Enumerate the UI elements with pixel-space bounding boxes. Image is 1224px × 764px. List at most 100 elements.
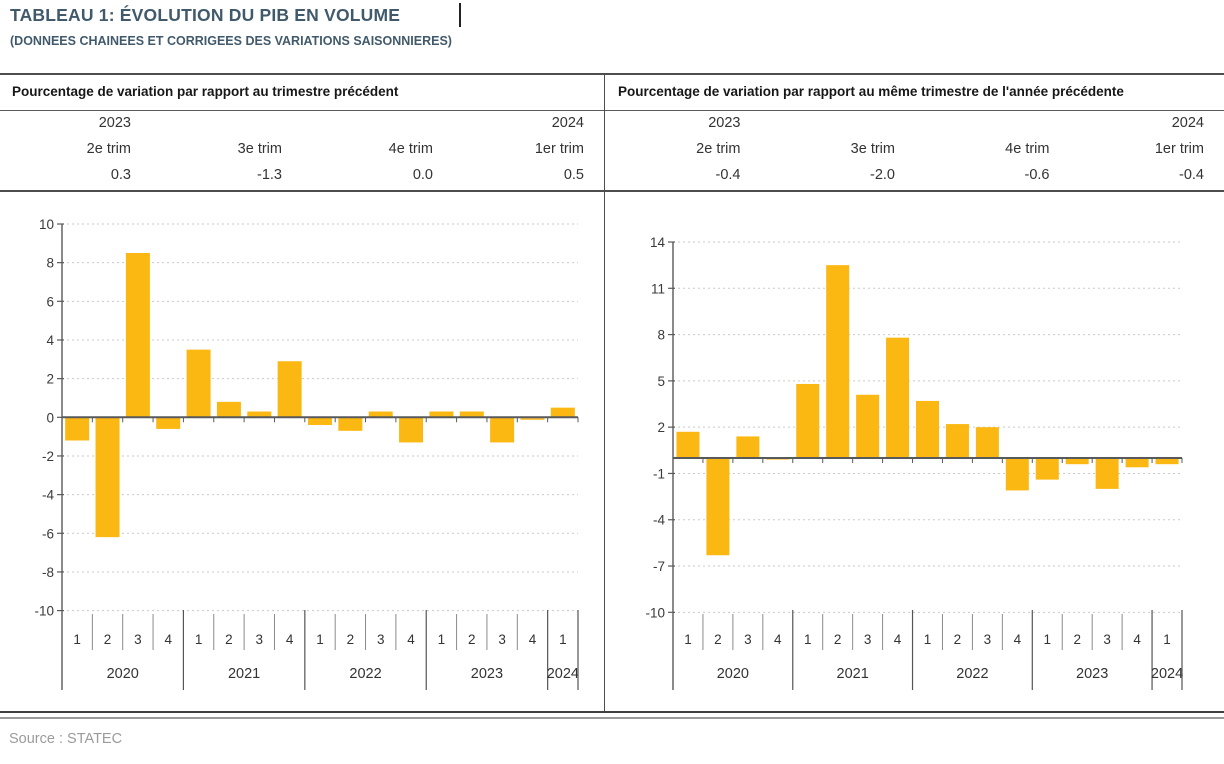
table-cell: 1er trim bbox=[534, 141, 584, 157]
rule-top bbox=[0, 73, 1224, 75]
x-quarter-label: 4 bbox=[286, 632, 294, 647]
x-year-label: 2021 bbox=[837, 666, 869, 682]
y-tick-label: 4 bbox=[46, 333, 54, 348]
x-year-label: 2020 bbox=[717, 666, 749, 682]
x-quarter-label: 3 bbox=[744, 632, 752, 647]
x-quarter-label: 1 bbox=[1044, 632, 1052, 647]
y-tick-label: -1 bbox=[653, 466, 665, 481]
x-quarter-label: 4 bbox=[774, 632, 782, 647]
bar-q8 bbox=[277, 361, 302, 418]
bar-q10 bbox=[945, 424, 969, 459]
summary-panel-yoy: Pourcentage de variation par rapport au … bbox=[606, 73, 1224, 190]
x-quarter-label: 4 bbox=[164, 632, 172, 647]
table-cell: -0.6 bbox=[1024, 167, 1050, 183]
y-tick-label: -6 bbox=[42, 526, 54, 541]
bar-q11 bbox=[368, 411, 393, 418]
x-quarter-label: 2 bbox=[954, 632, 962, 647]
y-tick-label: -10 bbox=[645, 605, 665, 620]
table-cell: 2024 bbox=[551, 115, 584, 131]
bar-q6 bbox=[216, 401, 241, 418]
x-year-label: 2023 bbox=[471, 666, 503, 682]
table-cell bbox=[151, 110, 302, 136]
x-quarter-label: 1 bbox=[316, 632, 324, 647]
bar-q12 bbox=[399, 417, 424, 443]
bar-chart-qoq: 10 8 6 4 2 0 -2 -4 -6 -8 -10 1 2 3 4 2020 1 2 3 4 2021 1 2 3 4 20… bbox=[34, 217, 579, 690]
bar-q16 bbox=[1125, 458, 1149, 468]
summary-panel-qoq: Pourcentage de variation par rapport au … bbox=[0, 73, 604, 190]
bar-q9 bbox=[308, 417, 332, 426]
table-cell bbox=[761, 110, 916, 136]
panel-divider bbox=[604, 73, 605, 713]
page-title: TABLEAU 1: ÉVOLUTION DU PIB EN VOLUME bbox=[10, 5, 401, 25]
y-tick-label: -4 bbox=[42, 488, 54, 503]
x-quarter-label: 1 bbox=[559, 632, 567, 647]
table-cell bbox=[915, 110, 1070, 136]
x-quarter-label: 1 bbox=[684, 632, 692, 647]
x-quarter-label: 3 bbox=[984, 632, 992, 647]
table-cell: 0.0 bbox=[412, 167, 433, 183]
bar-q10 bbox=[338, 417, 363, 431]
value-row: -0.4 -2.0 -0.6 -0.4 bbox=[606, 162, 1224, 188]
bar-q1 bbox=[676, 431, 700, 459]
x-quarter-label: 3 bbox=[864, 632, 872, 647]
x-quarter-label: 2 bbox=[104, 632, 112, 647]
bar-q15 bbox=[1095, 458, 1119, 489]
table-cell: 2e trim bbox=[86, 141, 131, 157]
bar-q2 bbox=[95, 417, 120, 538]
x-quarter-label: 2 bbox=[225, 632, 233, 647]
page-subtitle: (DONNEES CHAINEES ET CORRIGEES DES VARIA… bbox=[10, 34, 452, 48]
table-cell: 3e trim bbox=[237, 141, 282, 157]
bar-q12 bbox=[1005, 458, 1029, 491]
y-tick-label: -7 bbox=[653, 559, 665, 574]
x-year-label: 2021 bbox=[228, 666, 260, 682]
panel-header-yoy: Pourcentage de variation par rapport au … bbox=[618, 84, 1124, 99]
table-cell: -0.4 bbox=[715, 167, 741, 183]
bar-q6 bbox=[826, 265, 850, 459]
bar-q1 bbox=[65, 417, 90, 441]
bar-q14 bbox=[1065, 458, 1089, 465]
bar-q17 bbox=[550, 407, 575, 418]
y-tick-label: 5 bbox=[657, 374, 665, 389]
x-quarter-label: 3 bbox=[498, 632, 506, 647]
y-tick-label: -2 bbox=[42, 449, 54, 464]
x-quarter-label: 2 bbox=[1073, 632, 1081, 647]
x-year-label: 2023 bbox=[1076, 666, 1108, 682]
table-cell: 3e trim bbox=[850, 141, 895, 157]
y-tick-label: 6 bbox=[46, 294, 54, 309]
table-cell: -0.4 bbox=[1179, 167, 1204, 183]
y-tick-label: -10 bbox=[34, 604, 54, 619]
y-tick-label: 2 bbox=[657, 420, 665, 435]
bar-q8 bbox=[886, 337, 910, 459]
bar-q9 bbox=[916, 400, 939, 459]
y-tick-label: 11 bbox=[651, 281, 665, 296]
x-quarter-label: 1 bbox=[804, 632, 812, 647]
table-cell: 4e trim bbox=[1005, 141, 1050, 157]
x-quarter-label: 3 bbox=[1103, 632, 1111, 647]
bar-q3 bbox=[736, 436, 760, 459]
bar-q5 bbox=[186, 349, 211, 418]
year-row: 2023 2024 bbox=[0, 110, 604, 136]
y-tick-label: 8 bbox=[46, 256, 54, 271]
bar-q3 bbox=[125, 252, 150, 418]
panel-header-qoq: Pourcentage de variation par rapport au … bbox=[12, 84, 399, 99]
x-quarter-label: 4 bbox=[529, 632, 537, 647]
x-quarter-label: 3 bbox=[134, 632, 142, 647]
x-quarter-label: 1 bbox=[1163, 632, 1171, 647]
y-tick-label: 0 bbox=[46, 410, 54, 425]
x-quarter-label: 4 bbox=[407, 632, 415, 647]
source-note: Source : STATEC bbox=[9, 731, 123, 747]
bar-q17 bbox=[1155, 458, 1179, 465]
table-cell: 2023 bbox=[708, 115, 741, 131]
bar-q11 bbox=[975, 427, 999, 459]
x-quarter-label: 1 bbox=[73, 632, 81, 647]
trim-row: 2e trim 3e trim 4e trim 1er trim bbox=[0, 136, 604, 162]
y-tick-label: 14 bbox=[650, 235, 666, 250]
rule-under-table bbox=[0, 190, 1224, 192]
bar-q4 bbox=[156, 417, 181, 429]
bar-q7 bbox=[247, 411, 272, 418]
x-year-label: 2020 bbox=[107, 666, 139, 682]
table-cell: 2024 bbox=[1171, 115, 1204, 131]
bar-q15 bbox=[490, 417, 515, 443]
